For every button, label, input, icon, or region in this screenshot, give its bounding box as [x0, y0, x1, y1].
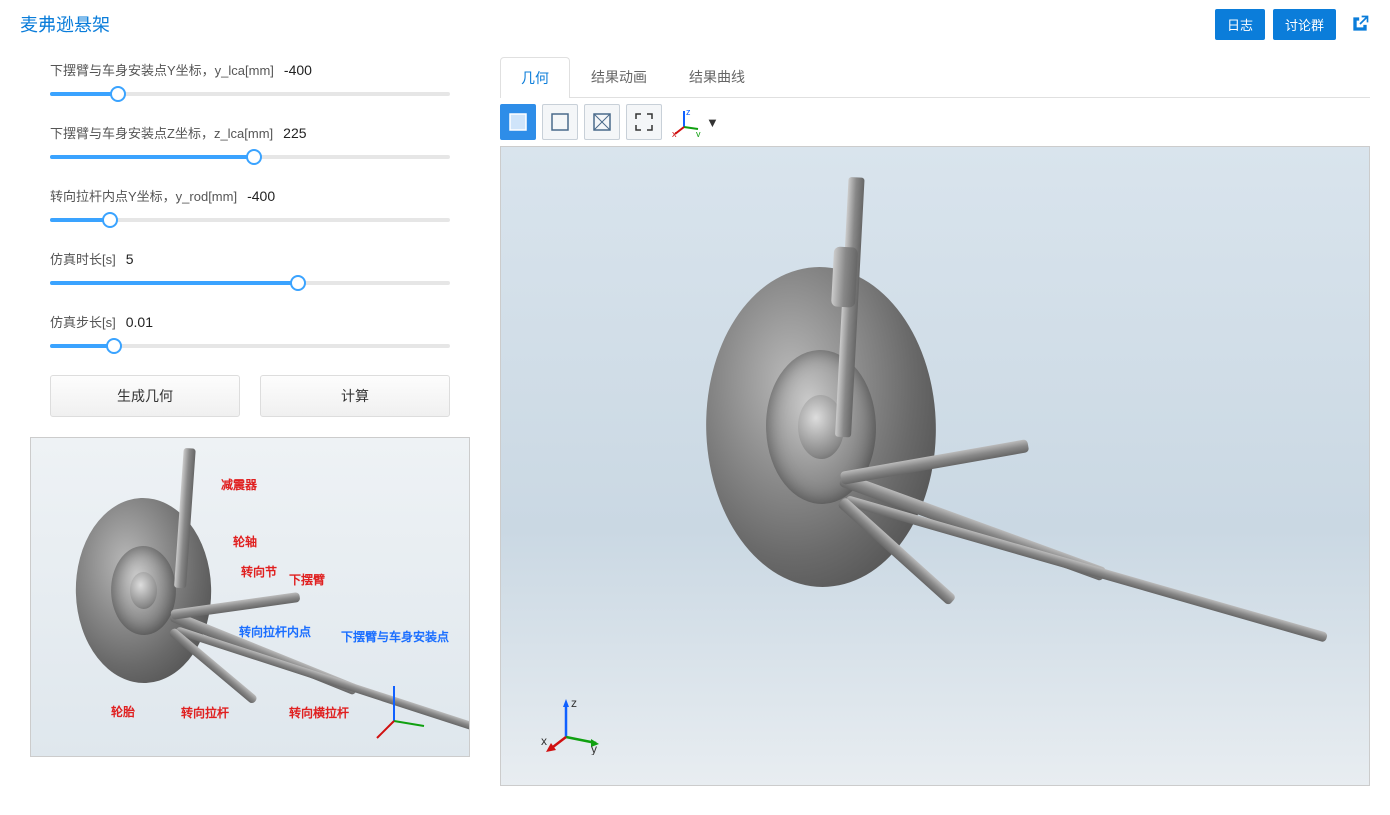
- param-y-lca: 下摆臂与车身安装点Y坐标，y_lca[mm] -400: [50, 60, 450, 101]
- anno-damper: 减震器: [221, 476, 257, 493]
- svg-text:z: z: [686, 107, 691, 117]
- axis-gizmo-icon: z y x: [541, 695, 601, 755]
- tab-geometry[interactable]: 几何: [500, 57, 570, 98]
- svg-text:y: y: [591, 742, 597, 755]
- parameters-panel: 下摆臂与车身安装点Y坐标，y_lca[mm] -400 下摆臂与车身安装点Z坐标…: [20, 48, 480, 786]
- compute-button[interactable]: 计算: [260, 375, 450, 417]
- svg-text:x: x: [672, 129, 677, 137]
- param-value: 0.01: [126, 314, 153, 330]
- svg-text:x: x: [541, 734, 547, 748]
- param-value: -400: [247, 188, 275, 204]
- tab-animation[interactable]: 结果动画: [570, 56, 668, 97]
- anno-axle: 轮轴: [233, 533, 257, 550]
- result-tabs: 几何 结果动画 结果曲线: [500, 48, 1370, 98]
- fit-view-button[interactable]: [626, 104, 662, 140]
- param-label: 下摆臂与车身安装点Z坐标，z_lca[mm]: [50, 123, 273, 142]
- anno-tire: 轮胎: [111, 703, 135, 720]
- slider-step[interactable]: [50, 339, 450, 353]
- slider-y-lca[interactable]: [50, 87, 450, 101]
- param-label: 转向拉杆内点Y坐标，y_rod[mm]: [50, 186, 237, 205]
- page-title: 麦弗逊悬架: [20, 11, 110, 37]
- param-sim-duration: 仿真时长[s] 5: [50, 249, 450, 290]
- discuss-button[interactable]: 讨论群: [1273, 9, 1336, 40]
- viewport-toolbar: z y x ▼: [500, 98, 1370, 146]
- anno-drag-link: 转向横拉杆: [289, 704, 349, 721]
- slider-z-lca[interactable]: [50, 150, 450, 164]
- slider-y-rod[interactable]: [50, 213, 450, 227]
- param-y-rod: 转向拉杆内点Y坐标，y_rod[mm] -400: [50, 186, 450, 227]
- anno-lca: 下摆臂: [289, 571, 325, 588]
- tab-curve[interactable]: 结果曲线: [668, 56, 766, 97]
- anno-tie-rod: 转向拉杆: [181, 704, 229, 721]
- param-label: 下摆臂与车身安装点Y坐标，y_lca[mm]: [50, 60, 274, 79]
- param-label: 仿真步长[s]: [50, 312, 116, 331]
- results-panel: 几何 结果动画 结果曲线 z y x ▼: [500, 48, 1370, 786]
- header: 麦弗逊悬架 日志 讨论群: [0, 0, 1390, 48]
- param-value: 5: [126, 251, 134, 267]
- main-content: 下摆臂与车身安装点Y坐标，y_lca[mm] -400 下摆臂与车身安装点Z坐标…: [0, 48, 1390, 786]
- generate-geometry-button[interactable]: 生成几何: [50, 375, 240, 417]
- axis-gizmo-icon: [359, 676, 429, 746]
- annotated-preview[interactable]: 减震器 轮轴 转向节 下摆臂 转向拉杆内点 下摆臂与车身安装点 轮胎 转向拉杆 …: [30, 437, 470, 757]
- param-value: 225: [283, 125, 306, 141]
- header-actions: 日志 讨论群: [1215, 9, 1370, 40]
- open-external-icon[interactable]: [1350, 14, 1370, 34]
- view-wireframe-button[interactable]: [542, 104, 578, 140]
- param-label: 仿真时长[s]: [50, 249, 116, 268]
- action-buttons: 生成几何 计算: [50, 375, 450, 417]
- anno-lca-mount: 下摆臂与车身安装点: [341, 628, 449, 645]
- param-value: -400: [284, 62, 312, 78]
- param-sim-step: 仿真步长[s] 0.01: [50, 312, 450, 353]
- anno-knuckle: 转向节: [241, 563, 277, 580]
- anno-rod-inner: 转向拉杆内点: [239, 623, 311, 640]
- main-viewport[interactable]: z y x: [500, 146, 1370, 786]
- axis-selector-icon[interactable]: z y x ▼: [672, 107, 719, 137]
- view-solid-button[interactable]: [500, 104, 536, 140]
- svg-text:y: y: [696, 129, 701, 137]
- param-z-lca: 下摆臂与车身安装点Z坐标，z_lca[mm] 225: [50, 123, 450, 164]
- slider-duration[interactable]: [50, 276, 450, 290]
- view-transparent-button[interactable]: [584, 104, 620, 140]
- svg-text:z: z: [571, 696, 577, 710]
- log-button[interactable]: 日志: [1215, 9, 1265, 40]
